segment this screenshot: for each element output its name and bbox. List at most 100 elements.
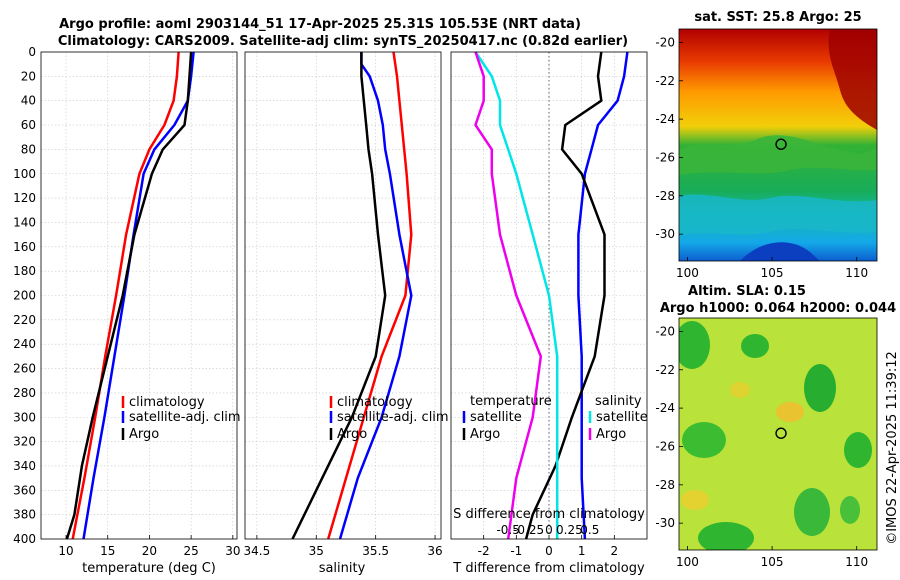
sla-argo-location-marker	[775, 427, 787, 439]
sla-patch	[844, 432, 872, 468]
temperature-grid	[41, 51, 237, 540]
sla-patch	[741, 334, 769, 358]
legend-climatology: climatology	[129, 395, 205, 410]
x-tick-label: 20	[142, 544, 157, 558]
depth-tick-label: 280	[13, 386, 36, 400]
depth-tick-label: 220	[13, 313, 36, 327]
depth-tick-label: 140	[13, 215, 36, 229]
series-line-argo	[65, 51, 193, 540]
sla-y-ticks: -20 -22 -24 -26 -28 -30	[655, 324, 683, 530]
s-tick-label: -0.25	[513, 523, 544, 537]
x-tick-label: 35	[309, 544, 324, 558]
sst-blue-patch	[740, 242, 820, 261]
legend-t-satellite: satellite	[470, 410, 522, 425]
x-tick-label: 0	[545, 544, 553, 558]
sst-map-panel: sat. SST: 25.8 Argo: 25 100 105 110 -20 -22…	[655, 10, 878, 280]
series-line-satellite-adj-clim	[338, 52, 413, 540]
sst-warm-patch	[828, 29, 877, 130]
map-x-tick-label: 110	[845, 266, 868, 280]
temperature-x-label: temperature (deg C)	[82, 561, 216, 576]
x-tick-label: -1	[510, 544, 522, 558]
depth-tick-label: 20	[21, 69, 36, 83]
depth-tick-label: 40	[21, 94, 36, 108]
sla-patch	[804, 364, 836, 412]
series-line-t-satellite	[577, 51, 629, 540]
map-y-tick-label: -20	[655, 35, 675, 49]
difference-panel: -2 -1 0 1 2 -0.5-0.25 0 0.250.5 S difference f…	[450, 51, 648, 576]
sla-patch	[698, 522, 754, 550]
sst-green-band	[679, 135, 877, 175]
map-y-tick-label: -30	[655, 227, 675, 241]
s-difference-ticks: -0.5-0.25 0 0.250.5	[496, 523, 599, 537]
series-line-s-satellite	[474, 51, 559, 539]
sla-patch	[681, 490, 709, 510]
title-line-2: Climatology: CARS2009. Satellite-adj cli…	[58, 34, 628, 49]
salinity-lines	[291, 51, 413, 540]
legend-satellite-adj-clim: satellite-adj. clim	[129, 410, 241, 425]
depth-axis-ticks: 0 20 40 60 80 100 120 140 160 180 200 220 240 260 280 3…	[13, 45, 36, 546]
legend-s-argo: Argo	[596, 427, 626, 442]
s-tick-label: 0.5	[580, 523, 599, 537]
t-difference-x-label: T difference from climatology	[452, 561, 645, 576]
series-line-climatology	[327, 51, 413, 540]
series-line-argo	[291, 52, 387, 540]
salinity-x-label: salinity	[319, 561, 366, 576]
copyright-credit: ©IMOS 22-Apr-2025 11:39:12	[885, 351, 900, 545]
legend-climatology: climatology	[337, 395, 413, 410]
map-x-tick-label: 100	[676, 555, 699, 569]
salinity-grid	[245, 51, 441, 540]
depth-tick-label: 320	[13, 435, 36, 449]
depth-tick-label: 380	[13, 508, 36, 522]
legend-t-argo: Argo	[470, 427, 500, 442]
sla-patch	[682, 422, 726, 458]
map-y-tick-label: -22	[655, 363, 675, 377]
x-tick-label: 2	[611, 544, 619, 558]
sla-patch	[840, 496, 860, 524]
map-y-tick-label: -26	[655, 439, 675, 453]
series-line-satellite-adj-clim	[82, 51, 195, 540]
salinity-axes-frame	[244, 51, 442, 540]
x-tick-label: 34.5	[244, 544, 271, 558]
series-line-t-argo	[524, 51, 606, 540]
salinity-x-ticks: 34.5 35 35.5 36	[244, 544, 443, 558]
legend-temperature-title: temperature	[470, 394, 552, 409]
depth-tick-label: 80	[21, 142, 36, 156]
sst-map-title: sat. SST: 25.8 Argo: 25	[694, 10, 861, 25]
depth-tick-label: 160	[13, 240, 36, 254]
map-y-tick-label: -22	[655, 74, 675, 88]
depth-tick-label: 340	[13, 459, 36, 473]
sla-map-panel: Altim. SLA: 0.15 Argo h1000: 0.064 h2000…	[655, 284, 896, 569]
sla-map-frame	[678, 317, 878, 551]
x-tick-label: 36	[427, 544, 442, 558]
map-y-tick-label: -28	[655, 478, 675, 492]
map-x-tick-label: 100	[676, 266, 699, 280]
temperature-axes-frame	[40, 51, 238, 540]
sla-patch	[794, 488, 830, 536]
sla-patch	[730, 382, 750, 398]
difference-legend: temperature satellite Argo salinity sate…	[462, 394, 648, 442]
depth-tick-label: 180	[13, 264, 36, 278]
depth-tick-label: 360	[13, 483, 36, 497]
temperature-panel: 10 15 20 25 30 0 20 40 60 80 100 120 140 160 180 200 22…	[13, 45, 241, 576]
depth-tick-label: 60	[21, 118, 36, 132]
s-tick-label: 0.25	[556, 523, 583, 537]
map-y-tick-label: -24	[655, 401, 675, 415]
sst-y-ticks: -20 -22 -24 -26 -28 -30	[655, 35, 683, 241]
difference-axes-frame	[450, 51, 648, 540]
x-tick-label: 35.5	[362, 544, 389, 558]
temperature-legend: climatology satellite-adj. clim Argo	[121, 395, 241, 442]
legend-argo: Argo	[129, 427, 159, 442]
map-y-tick-label: -26	[655, 150, 675, 164]
s-tick-label: 0	[545, 523, 553, 537]
sst-map-frame	[678, 28, 878, 262]
depth-tick-label: 260	[13, 362, 36, 376]
difference-lines	[474, 51, 629, 540]
map-y-tick-label: -28	[655, 189, 675, 203]
depth-tick-label: 300	[13, 410, 36, 424]
x-tick-label: 30	[225, 544, 240, 558]
sst-cyan-band	[679, 194, 877, 235]
series-line-climatology	[71, 51, 180, 540]
salinity-legend: climatology satellite-adj. clim Argo	[329, 395, 449, 442]
depth-tick-label: 400	[13, 532, 36, 546]
